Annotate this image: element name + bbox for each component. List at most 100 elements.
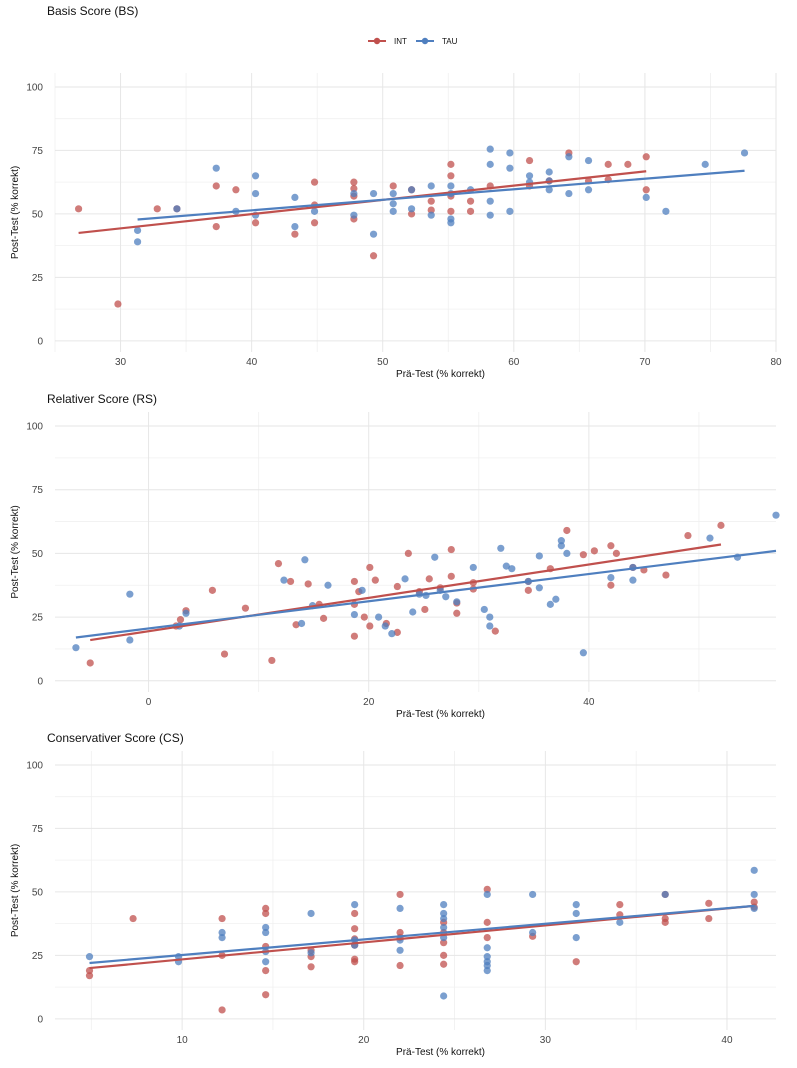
data-point-tau: [301, 556, 309, 564]
data-point-int: [307, 963, 315, 971]
data-point-tau: [552, 595, 560, 603]
data-point-int: [453, 609, 461, 617]
data-point-int: [579, 551, 587, 559]
data-point-int: [218, 1006, 226, 1014]
y-tick-label: 0: [37, 336, 43, 347]
data-point-tau: [486, 211, 494, 219]
data-point-tau: [212, 164, 220, 172]
data-point-tau: [396, 946, 404, 954]
legend-label-int: INT: [394, 37, 407, 46]
legend-item-int: INT: [368, 37, 407, 46]
data-point-tau: [447, 219, 455, 227]
x-tick-label: 60: [508, 357, 520, 368]
series-tau-cs: [85, 866, 758, 1000]
data-point-tau: [431, 553, 439, 561]
y-tick-label: 100: [26, 760, 43, 771]
legend: INT TAU: [368, 37, 458, 46]
data-point-int: [129, 914, 137, 923]
data-point-int: [447, 207, 455, 215]
data-point-tau: [546, 600, 554, 608]
data-point-tau: [133, 226, 142, 234]
data-point-tau: [750, 866, 758, 874]
data-point-tau: [453, 598, 461, 606]
data-point-int: [447, 172, 455, 180]
fit-line-tau: [75, 549, 777, 639]
data-point-int: [350, 184, 358, 193]
data-point-int: [425, 575, 433, 583]
series-int-cs: [85, 885, 758, 1014]
data-point-tau: [607, 574, 615, 582]
data-point-int: [262, 991, 270, 999]
y-tick-label: 0: [37, 676, 43, 687]
data-point-int: [371, 576, 379, 584]
data-point-tau: [440, 909, 448, 918]
data-point-tau: [642, 193, 650, 201]
data-point-tau: [351, 900, 359, 909]
y-tick-label: 25: [32, 951, 44, 962]
data-point-int: [366, 622, 374, 630]
legend-label-tau: TAU: [442, 37, 458, 46]
data-point-tau: [497, 544, 505, 552]
data-point-int: [304, 580, 312, 588]
data-point-int: [684, 531, 692, 540]
data-point-int: [218, 914, 226, 923]
data-point-tau: [563, 549, 571, 558]
data-point-tau: [535, 584, 543, 592]
data-point-tau: [557, 537, 565, 545]
data-point-int: [563, 526, 571, 535]
data-point-int: [483, 918, 491, 926]
data-point-tau: [480, 605, 488, 614]
data-point-int: [447, 160, 455, 168]
data-point-int: [525, 156, 534, 165]
data-point-int: [85, 972, 94, 980]
data-point-tau: [310, 207, 319, 215]
data-point-int: [232, 186, 240, 194]
data-point-tau: [486, 622, 494, 630]
data-point-tau: [572, 900, 580, 909]
data-point-tau: [506, 164, 514, 172]
data-point-int: [360, 613, 368, 621]
data-point-tau: [297, 619, 306, 628]
data-point-tau: [85, 953, 94, 961]
chart-title-bs: Basis Score (BS): [47, 4, 138, 18]
data-point-tau: [447, 182, 455, 190]
data-point-int: [661, 918, 669, 926]
data-point-int: [241, 604, 250, 612]
legend-item-tau: TAU: [416, 37, 458, 46]
chart-title-cs: Conservativer Score (CS): [47, 731, 184, 745]
data-point-int: [153, 205, 161, 213]
data-point-int: [291, 230, 299, 238]
data-point-int: [268, 656, 276, 665]
y-axis-label-rs: Post-Test (% korrekt): [10, 505, 21, 598]
data-point-tau: [483, 890, 491, 899]
x-tick-label: 50: [377, 357, 389, 368]
data-point-tau: [483, 961, 491, 970]
data-point-tau: [126, 590, 134, 598]
data-point-int: [350, 178, 358, 186]
y-tick-label: 75: [32, 485, 44, 496]
data-point-tau: [369, 230, 378, 238]
data-point-tau: [506, 207, 514, 215]
data-point-tau: [440, 900, 448, 909]
x-tick-label: 30: [540, 1035, 552, 1046]
data-point-tau: [407, 205, 416, 213]
data-point-tau: [486, 145, 494, 153]
data-point-tau: [389, 189, 397, 198]
data-point-int: [607, 542, 615, 550]
x-tick-label: 80: [770, 357, 782, 368]
data-point-int: [616, 900, 624, 909]
data-point-tau: [483, 944, 491, 952]
data-point-tau: [126, 636, 134, 644]
data-point-int: [662, 571, 670, 579]
data-point-tau: [483, 967, 491, 975]
data-point-int: [262, 967, 270, 975]
data-point-tau: [291, 222, 299, 231]
data-point-tau: [133, 238, 142, 246]
data-point-int: [427, 206, 435, 214]
data-point-int: [590, 547, 598, 555]
x-axis-label-rs: Prä-Test (% korrekt): [396, 709, 485, 720]
data-point-tau: [173, 205, 181, 213]
data-point-int: [393, 582, 401, 591]
data-point-tau: [369, 189, 378, 198]
